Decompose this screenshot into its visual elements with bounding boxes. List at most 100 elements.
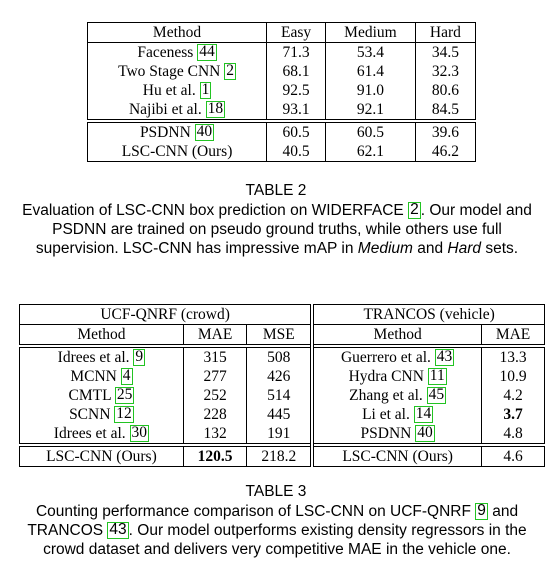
table-2-caption-title: TABLE 2 [245,182,307,199]
table-2-caption: Evaluation of LSC-CNN box prediction on … [22,201,532,257]
table-row: SCNN 12 228 445 Li et al. 14 3.7 [20,405,545,424]
citation-link[interactable]: 11 [427,367,447,385]
mae-cell: 4.6 [481,443,545,467]
method-cell: PSDNN 40 [310,424,482,445]
mse-cell: 508 [246,344,313,367]
mse-cell: 445 [246,405,313,424]
mae-cell: 10.9 [481,367,545,386]
table-row: Faceness 44 71.3 53.4 34.5 [87,42,476,62]
table-header-row: Method Easy Medium Hard [88,22,476,43]
citation-link[interactable]: 43 [434,348,455,366]
table-row: Hu et al. 1 92.5 91.0 80.6 [88,81,476,100]
column-header: Medium [325,22,416,43]
medium-cell: 53.4 [325,42,416,62]
citation-link[interactable]: 9 [133,348,146,366]
method-cell: Najibi et al. 18 [128,100,226,118]
method-cell: PSDNN 40 [87,119,267,142]
table-2: Method Easy Medium Hard Faceness 44 71.3… [87,22,476,162]
method-cell: Hu et al. 1 [142,81,212,99]
hard-cell: 80.6 [414,81,476,100]
method-cell: CMTL 25 [68,386,135,404]
method-cell: Idrees et al. 30 [53,424,150,442]
table-3: UCF-QNRF (crowd) TRANCOS (vehicle) Metho… [19,304,545,467]
medium-cell: 62.1 [325,142,416,162]
table-row: Idrees et al. 9 315 508 Guerrero et al. … [19,344,545,367]
group-header-trancos: TRANCOS (vehicle) [310,304,545,325]
mae-cell: 132 [182,424,247,445]
mae-cell: 120.5 [182,443,247,467]
citation-link[interactable]: 12 [114,405,134,423]
easy-cell: 71.3 [266,42,326,62]
table-row: LSC-CNN (Ours) 40.5 62.1 46.2 [88,142,476,162]
easy-cell: 93.1 [266,100,326,121]
mse-cell: 514 [246,386,313,405]
table-3-caption: Counting performance comparison of LSC-C… [27,502,527,558]
table-row: Idrees et al. 30 132 191 PSDNN 40 4.8 [20,424,545,445]
table-row: PSDNN 40 60.5 60.5 39.6 [87,119,476,142]
easy-cell: 68.1 [266,62,326,81]
hard-cell: 39.6 [414,119,476,142]
medium-cell: 61.4 [325,62,416,81]
column-header: Method [152,24,202,41]
easy-cell: 92.5 [266,81,326,100]
method-cell: Two Stage CNN 2 [118,62,236,80]
citation-link[interactable]: 25 [114,386,135,404]
citation-link[interactable]: 40 [194,123,215,141]
column-header: Hard [414,22,476,43]
medium-cell: 92.1 [325,100,416,121]
table-group-header-row: UCF-QNRF (crowd) TRANCOS (vehicle) [20,304,545,325]
citation-link[interactable]: 44 [197,43,217,61]
easy-cell: 40.5 [266,142,326,162]
mae-cell: 3.7 [481,405,545,424]
method-cell: Zhang et al. 45 [310,386,482,405]
citation-link[interactable]: 2 [408,201,421,219]
column-header: Easy [266,22,326,43]
hard-cell: 34.5 [414,42,476,62]
method-cell: Faceness 44 [87,42,267,62]
hard-cell: 32.3 [414,62,476,81]
citation-link[interactable]: 2 [224,62,236,80]
column-header: Method [310,324,482,346]
medium-cell: 91.0 [325,81,416,100]
column-header: MAE [481,324,545,346]
mae-cell: 228 [182,405,247,424]
hard-cell: 46.2 [414,142,476,162]
citation-link[interactable]: 14 [413,405,434,423]
mae-cell: 277 [182,367,247,386]
hard-cell: 84.5 [414,100,476,121]
mae-cell: 252 [182,386,247,405]
citation-link[interactable]: 4 [120,367,133,385]
mse-cell: 218.2 [246,443,313,467]
mae-cell: 315 [182,344,247,367]
citation-link[interactable]: 18 [205,100,226,118]
citation-link[interactable]: 45 [426,386,447,404]
column-header: Method [19,324,184,346]
table-row: CMTL 25 252 514 Zhang et al. 45 4.2 [20,386,545,405]
method-cell: LSC-CNN (Ours) [121,143,233,160]
method-cell: Guerrero et al. 43 [310,344,482,367]
citation-link[interactable]: 40 [415,424,435,442]
method-cell: LSC-CNN (Ours) [19,443,184,467]
citation-link[interactable]: 9 [475,502,488,520]
mse-cell: 426 [246,367,313,386]
mse-cell: 191 [246,424,313,445]
mae-cell: 4.2 [481,386,545,405]
method-cell: SCNN 12 [69,405,134,423]
method-cell: LSC-CNN (Ours) [310,443,482,467]
table-3-caption-title: TABLE 3 [245,483,307,500]
method-cell: Idrees et al. 9 [19,344,184,367]
table-row: LSC-CNN (Ours) 120.5 218.2 LSC-CNN (Ours… [19,443,545,467]
method-cell: Hydra CNN 11 [310,367,482,386]
mae-cell: 4.8 [481,424,545,445]
citation-link[interactable]: 30 [129,424,150,442]
table-row: Two Stage CNN 2 68.1 61.4 32.3 [88,62,476,81]
column-header: MSE [246,324,313,346]
easy-cell: 60.5 [266,119,326,142]
medium-cell: 60.5 [325,119,416,142]
column-header: MAE [182,324,247,346]
table-row: Najibi et al. 18 93.1 92.1 84.5 [88,100,476,121]
citation-link[interactable]: 1 [199,81,212,99]
table-header-row: Method MAE MSE Method MAE [19,324,545,346]
citation-link[interactable]: 43 [107,521,129,539]
group-header-ucf-qnrf: UCF-QNRF (crowd) [100,306,230,323]
